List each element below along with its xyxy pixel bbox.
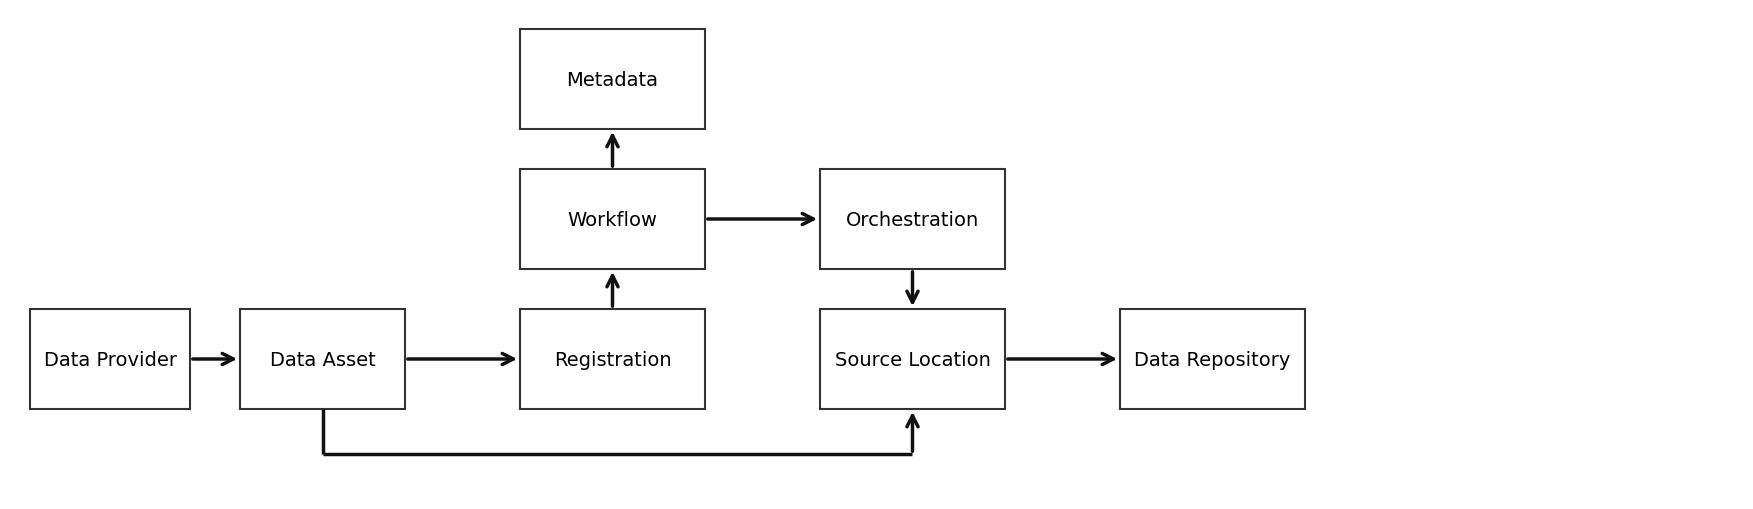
Text: Registration: Registration [554, 350, 671, 369]
Bar [820, 169, 1004, 269]
Text: Data Provider: Data Provider [44, 350, 177, 369]
Bar [30, 309, 189, 409]
Bar [1120, 309, 1304, 409]
Bar [521, 30, 705, 130]
Bar [521, 309, 705, 409]
Text: Workflow: Workflow [568, 210, 657, 229]
Text: Source Location: Source Location [834, 350, 990, 369]
Text: Orchestration: Orchestration [847, 210, 980, 229]
Text: Data Asset: Data Asset [270, 350, 375, 369]
Text: Metadata: Metadata [566, 70, 659, 89]
Bar [521, 169, 705, 269]
Bar [820, 309, 1004, 409]
Text: Data Repository: Data Repository [1134, 350, 1290, 369]
Bar [240, 309, 405, 409]
